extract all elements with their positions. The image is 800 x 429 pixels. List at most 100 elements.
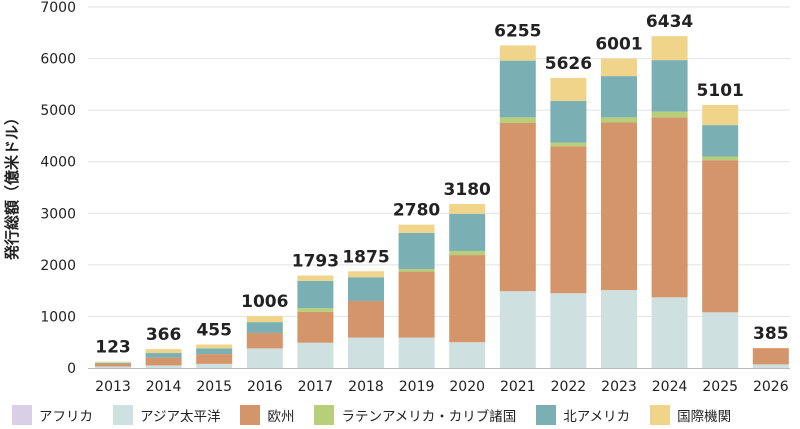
bar-segment (601, 122, 637, 291)
bar-segment (550, 146, 587, 294)
bar-segment (499, 45, 536, 61)
bar-segment (651, 297, 688, 368)
bar-segment (297, 280, 334, 309)
bar-total-label: 5626 (545, 54, 592, 74)
x-tick-label: 2015 (196, 379, 232, 395)
bar-segment (398, 224, 435, 233)
bar-total-label: 1793 (292, 252, 339, 272)
bar-segment (499, 291, 536, 368)
bar-segment (702, 125, 739, 157)
bar-segment (499, 117, 536, 124)
bar-segment (246, 322, 283, 333)
legend-label: アフリカ (39, 408, 93, 425)
bar-segment (348, 300, 384, 338)
bar-segment (449, 255, 486, 343)
bar-segment (398, 232, 435, 269)
y-tick-label: 6000 (40, 52, 76, 68)
bar-segment (297, 308, 334, 312)
bar-total-label: 6001 (595, 35, 642, 55)
bar-segment (449, 342, 486, 368)
y-tick-label: 7000 (40, 0, 76, 16)
bar-total-label: 3180 (444, 180, 491, 200)
legend-label: アジア太平洋 (140, 408, 221, 425)
y-axis-ticks: 0 1000 2000 3000 4000 5000 6000 7000 (40, 0, 76, 377)
legend-label: 北アメリカ (563, 408, 631, 425)
x-tick-label: 2025 (702, 379, 738, 395)
bar-segment (601, 117, 637, 123)
legend-item: 欧州 (240, 404, 295, 425)
bar-segment (196, 348, 233, 355)
bar-segment (246, 316, 283, 323)
bar-total-label: 385 (753, 324, 789, 344)
y-tick-label: 1000 (40, 309, 76, 325)
bar-total-label: 2780 (393, 201, 440, 221)
bar-segment (702, 312, 739, 368)
bar-segment (348, 337, 384, 368)
bar-segment (499, 60, 536, 118)
bar-segment (145, 349, 182, 354)
x-tick-label: 2014 (146, 379, 182, 395)
x-tick-label: 2020 (449, 379, 485, 395)
bar-segment (398, 337, 435, 368)
legend-item: ラテンアメリカ・カリブ諸国 (314, 404, 517, 425)
y-tick-label: 3000 (40, 206, 76, 222)
bar-segment (398, 268, 435, 272)
bar-segment (145, 353, 182, 358)
legend-swatch (113, 404, 133, 425)
bar-segment (702, 160, 739, 313)
y-tick-label: 4000 (40, 155, 76, 171)
x-tick-label: 2024 (652, 379, 688, 395)
bar-segment (651, 36, 688, 61)
x-tick-label: 2023 (601, 379, 637, 395)
bar-segment (449, 213, 486, 251)
bar-total-label: 366 (146, 325, 182, 345)
x-tick-label: 2016 (247, 379, 283, 395)
bar-segment (246, 332, 283, 349)
bar-segment (550, 77, 587, 101)
bar-segment (95, 366, 131, 368)
gridlines (88, 6, 790, 317)
bar-segment (752, 364, 789, 368)
bar-total-label: 5101 (697, 81, 744, 101)
legend-label: 国際機関 (677, 408, 732, 425)
bar-segment (702, 104, 739, 126)
legend-swatch (536, 404, 557, 425)
legend-item: アジア太平洋 (113, 404, 221, 425)
x-tick-label: 2019 (399, 379, 435, 395)
bar-segment (196, 354, 233, 364)
bar-segment (145, 365, 182, 368)
legend: アフリカ アジア太平洋 欧州 ラテンアメリカ・カリブ諸国 北アメリカ 国際機関 (0, 400, 800, 429)
bar-total-label: 6255 (494, 21, 541, 41)
legend-swatch (314, 404, 335, 425)
bar-segment (601, 290, 637, 368)
bar-segment (196, 363, 233, 368)
bar-segment (297, 275, 334, 281)
x-tick-label: 2017 (298, 379, 334, 395)
bar-segment (550, 293, 587, 368)
legend-item: 北アメリカ (536, 404, 631, 425)
x-tick-label: 2013 (95, 379, 131, 395)
bar-segment (449, 250, 486, 256)
bar-segment (95, 361, 131, 363)
x-tick-label: 2021 (500, 379, 536, 395)
legend-swatch (650, 404, 671, 425)
bar-segment (601, 58, 637, 77)
legend-label: 欧州 (267, 408, 295, 425)
bar-segment (196, 344, 233, 349)
y-tick-label: 0 (67, 361, 76, 377)
bar-segment (246, 348, 283, 368)
bar-segment (95, 362, 131, 364)
x-axis-ticks: 2013 2014 2015 2016 2017 2018 2019 2020 2021 2022… (95, 379, 789, 395)
bar-total-label: 6434 (646, 12, 693, 32)
legend-item: 国際機関 (650, 404, 732, 425)
y-axis-label: 発行総額（億米ドル） (3, 110, 21, 261)
legend-label: ラテンアメリカ・カリブ諸国 (341, 408, 517, 425)
bar-total-label: 123 (95, 338, 131, 358)
bar-segment (499, 123, 536, 292)
bar-segment (297, 342, 334, 368)
legend-swatch (240, 404, 261, 425)
bar-segment (752, 348, 789, 365)
bar-segment (601, 76, 637, 118)
bar-segment (348, 277, 384, 301)
